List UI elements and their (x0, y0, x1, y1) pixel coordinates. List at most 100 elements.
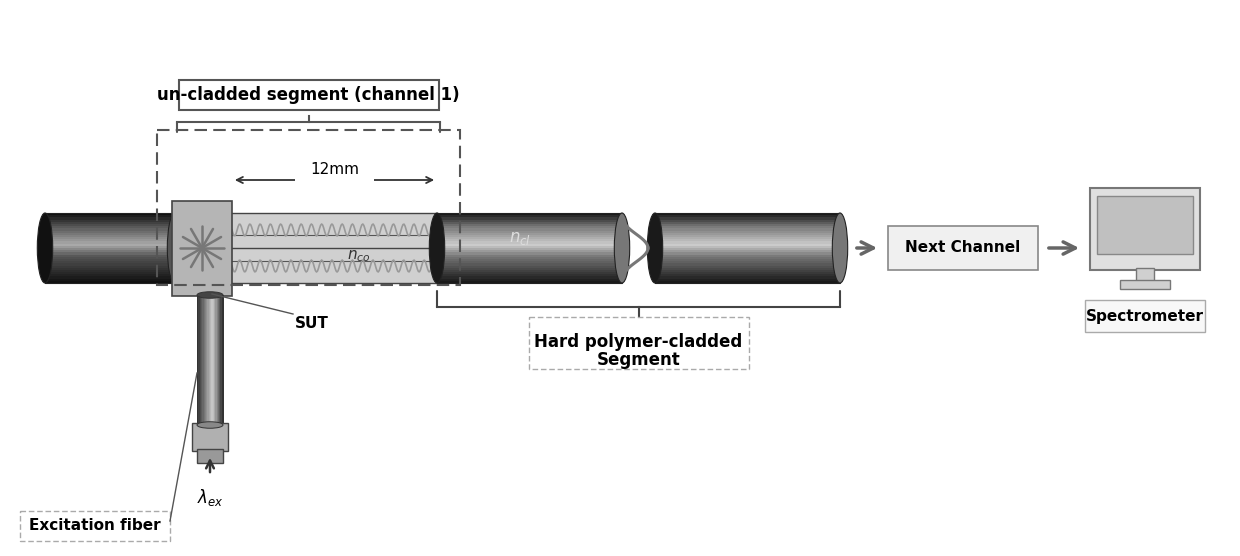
Bar (202, 295, 205, 425)
Bar (219, 295, 221, 425)
Bar (655, 229, 839, 231)
Bar (655, 267, 839, 270)
Bar (436, 217, 622, 220)
Bar (655, 241, 839, 244)
Ellipse shape (167, 213, 182, 283)
Bar (655, 235, 839, 237)
Ellipse shape (197, 422, 223, 428)
Bar (655, 246, 839, 249)
Bar (1090, 188, 1200, 270)
Bar (45, 274, 175, 277)
Bar (655, 266, 839, 269)
Bar (45, 267, 175, 270)
Bar (655, 276, 839, 279)
Bar (211, 295, 213, 425)
Bar (436, 231, 622, 234)
Bar (655, 248, 839, 251)
Text: Segment: Segment (596, 351, 681, 369)
Bar (1085, 300, 1205, 332)
Bar (45, 217, 175, 220)
Bar (436, 229, 622, 231)
Bar (655, 252, 839, 255)
Bar (45, 224, 175, 227)
Bar (655, 233, 839, 236)
Bar (45, 270, 175, 272)
Bar (436, 248, 622, 251)
Bar (528, 317, 749, 369)
Bar (436, 274, 622, 277)
Bar (197, 295, 223, 425)
Ellipse shape (429, 213, 445, 283)
Bar (45, 266, 175, 269)
Bar (436, 233, 622, 236)
Bar (45, 226, 175, 229)
Bar (436, 252, 622, 255)
Bar (198, 295, 200, 425)
Bar (179, 80, 439, 110)
Ellipse shape (647, 213, 662, 283)
Bar (206, 295, 208, 425)
Bar (436, 250, 622, 253)
Bar (217, 295, 218, 425)
Bar (45, 250, 175, 253)
Bar (222, 295, 223, 425)
Text: $n_{co}$: $n_{co}$ (347, 248, 371, 264)
Bar (436, 237, 622, 240)
Bar (45, 281, 175, 284)
Bar (436, 220, 622, 222)
Bar (436, 266, 622, 269)
Ellipse shape (37, 213, 52, 283)
Bar (45, 259, 175, 262)
Bar (45, 235, 175, 237)
Bar (192, 423, 228, 451)
Bar (436, 257, 622, 260)
Bar (45, 222, 175, 225)
Bar (655, 222, 839, 225)
Bar (1120, 280, 1171, 289)
Text: $\lambda_{ex}$: $\lambda_{ex}$ (197, 487, 223, 508)
Bar (436, 272, 622, 275)
Bar (655, 220, 839, 222)
Bar (436, 279, 622, 281)
Text: Excitation fiber: Excitation fiber (30, 519, 161, 534)
Bar (436, 222, 622, 225)
Bar (45, 248, 175, 251)
Bar (45, 264, 175, 266)
Bar (655, 259, 839, 262)
Text: CFG: CFG (316, 150, 353, 168)
Bar (45, 244, 175, 246)
Bar (232, 213, 436, 283)
Bar (655, 217, 839, 220)
Bar (45, 233, 175, 236)
Bar (436, 213, 622, 283)
Bar (45, 231, 175, 234)
Text: Spectrometer: Spectrometer (1086, 309, 1204, 324)
Bar (45, 241, 175, 244)
Bar (655, 255, 839, 257)
Bar (436, 235, 622, 237)
Bar (45, 255, 175, 257)
Bar (655, 239, 839, 242)
Bar (655, 231, 839, 234)
Bar (1097, 196, 1193, 254)
Bar (436, 244, 622, 246)
Bar (655, 270, 839, 272)
Bar (655, 279, 839, 281)
Bar (655, 215, 839, 218)
Bar (45, 229, 175, 231)
Bar (197, 295, 198, 425)
Bar (45, 213, 175, 216)
Text: Hard polymer-cladded: Hard polymer-cladded (534, 333, 743, 351)
Bar (45, 261, 175, 264)
Ellipse shape (832, 213, 848, 283)
Bar (212, 295, 215, 425)
Bar (655, 272, 839, 275)
Bar (221, 295, 222, 425)
Text: 12mm: 12mm (310, 162, 360, 177)
Bar (436, 267, 622, 270)
Bar (216, 295, 217, 425)
Bar (655, 281, 839, 284)
Bar (45, 215, 175, 218)
Bar (436, 241, 622, 244)
Bar (45, 257, 175, 260)
